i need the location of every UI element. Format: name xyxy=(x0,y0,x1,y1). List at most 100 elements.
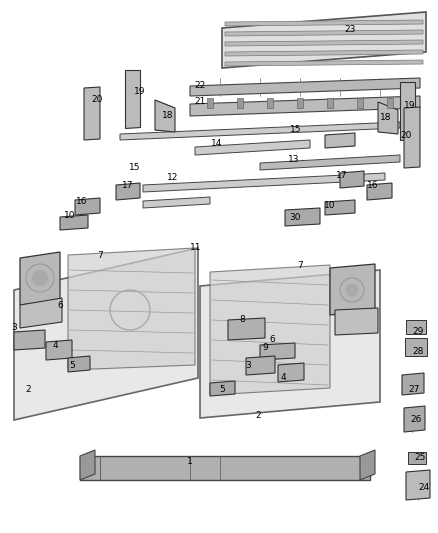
Text: 8: 8 xyxy=(239,316,245,325)
Polygon shape xyxy=(68,248,195,370)
Polygon shape xyxy=(116,183,140,200)
Polygon shape xyxy=(210,381,235,396)
Text: 27: 27 xyxy=(408,385,420,394)
Polygon shape xyxy=(225,60,423,66)
Text: 30: 30 xyxy=(289,214,301,222)
Polygon shape xyxy=(155,100,175,132)
Text: 19: 19 xyxy=(134,87,146,96)
Text: 29: 29 xyxy=(412,327,424,336)
Polygon shape xyxy=(120,122,400,140)
Bar xyxy=(408,452,426,464)
Text: 22: 22 xyxy=(194,82,205,91)
Text: 18: 18 xyxy=(380,112,392,122)
Polygon shape xyxy=(400,82,415,140)
Text: 18: 18 xyxy=(162,110,174,119)
Bar xyxy=(405,338,427,356)
Polygon shape xyxy=(378,102,398,134)
Polygon shape xyxy=(406,470,430,500)
Text: 14: 14 xyxy=(211,139,223,148)
Polygon shape xyxy=(222,12,426,68)
Polygon shape xyxy=(210,265,330,395)
Bar xyxy=(327,98,333,108)
Text: 16: 16 xyxy=(367,182,379,190)
Polygon shape xyxy=(325,200,355,215)
Polygon shape xyxy=(60,215,88,230)
Polygon shape xyxy=(80,450,95,480)
Polygon shape xyxy=(200,270,380,418)
Polygon shape xyxy=(330,264,375,315)
Polygon shape xyxy=(143,173,385,192)
Text: 20: 20 xyxy=(91,95,102,104)
Text: 17: 17 xyxy=(336,171,348,180)
Polygon shape xyxy=(246,356,275,375)
Text: 25: 25 xyxy=(414,454,426,463)
Polygon shape xyxy=(195,140,310,155)
Polygon shape xyxy=(278,363,304,382)
Text: 4: 4 xyxy=(280,374,286,383)
Text: 20: 20 xyxy=(400,131,412,140)
Bar xyxy=(237,98,243,108)
Text: 10: 10 xyxy=(324,200,336,209)
Text: 2: 2 xyxy=(255,410,261,419)
Text: 9: 9 xyxy=(262,343,268,352)
Polygon shape xyxy=(125,70,140,128)
Text: 10: 10 xyxy=(64,211,76,220)
Polygon shape xyxy=(80,456,370,480)
Polygon shape xyxy=(225,30,423,36)
Text: 3: 3 xyxy=(11,324,17,333)
Text: 1: 1 xyxy=(187,457,193,466)
Polygon shape xyxy=(402,373,424,395)
Text: 6: 6 xyxy=(57,301,63,310)
Polygon shape xyxy=(360,450,375,480)
Polygon shape xyxy=(68,356,90,372)
Text: 15: 15 xyxy=(129,164,141,173)
Text: 5: 5 xyxy=(219,385,225,394)
Polygon shape xyxy=(143,197,210,208)
Text: 13: 13 xyxy=(288,156,300,165)
Text: 12: 12 xyxy=(167,174,179,182)
Text: 2: 2 xyxy=(25,385,31,394)
Bar xyxy=(357,98,363,108)
Text: 7: 7 xyxy=(297,261,303,270)
Text: 23: 23 xyxy=(344,26,356,35)
Text: 21: 21 xyxy=(194,98,206,107)
Polygon shape xyxy=(14,248,198,420)
Polygon shape xyxy=(367,183,392,200)
Polygon shape xyxy=(20,298,62,328)
Polygon shape xyxy=(260,155,400,170)
Polygon shape xyxy=(404,107,420,168)
Text: 28: 28 xyxy=(412,348,424,357)
Bar xyxy=(207,98,213,108)
Circle shape xyxy=(32,270,48,286)
Bar xyxy=(406,320,426,334)
Polygon shape xyxy=(190,78,420,96)
Polygon shape xyxy=(190,96,420,116)
Text: 17: 17 xyxy=(122,181,134,190)
Polygon shape xyxy=(225,50,423,56)
Polygon shape xyxy=(285,208,320,226)
Text: 11: 11 xyxy=(190,244,202,253)
Polygon shape xyxy=(75,198,100,215)
Bar xyxy=(267,98,273,108)
Text: 6: 6 xyxy=(269,335,275,344)
Text: 15: 15 xyxy=(290,125,302,134)
Text: 16: 16 xyxy=(76,198,88,206)
Polygon shape xyxy=(84,87,100,140)
Polygon shape xyxy=(225,20,423,26)
Polygon shape xyxy=(225,40,423,46)
Text: 26: 26 xyxy=(410,416,422,424)
Text: 4: 4 xyxy=(52,341,58,350)
Bar xyxy=(387,98,393,108)
Text: 24: 24 xyxy=(418,483,430,492)
Bar xyxy=(297,98,303,108)
Text: 5: 5 xyxy=(69,360,75,369)
Polygon shape xyxy=(404,406,425,432)
Polygon shape xyxy=(14,330,45,350)
Text: 19: 19 xyxy=(404,101,416,110)
Circle shape xyxy=(346,284,358,296)
Polygon shape xyxy=(335,308,378,335)
Polygon shape xyxy=(325,133,355,148)
Text: 3: 3 xyxy=(245,360,251,369)
Polygon shape xyxy=(228,318,265,340)
Polygon shape xyxy=(260,343,295,360)
